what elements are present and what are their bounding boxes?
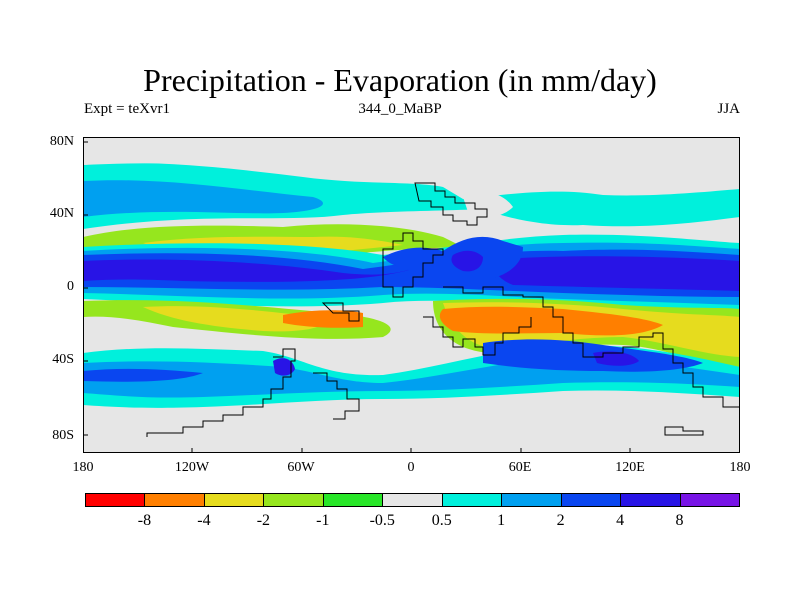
colorbar-label: 1 [497,512,506,529]
north-asia-dry [463,192,513,218]
y-tick-0: 0 [67,279,74,294]
x-tick-0: 0 [407,460,415,475]
colorbar-label: 0.5 [431,512,452,529]
antarctica-dry [83,409,740,453]
map-ticks [83,141,631,453]
colorbar-label: -4 [197,512,211,529]
coastlines [146,182,740,437]
y-tick-80n: 80N [49,134,74,149]
colorbar-box [560,493,622,507]
colorbar-label: -8 [137,512,152,529]
y-tick-80s: 80S [52,428,74,443]
x-tick-120e: 120E [615,460,645,475]
colorbar-box [679,493,740,507]
colorbar-label: -2 [256,512,271,529]
colorbar-box [85,493,146,507]
southern-deep-blue [83,339,703,382]
x-tick-120w: 120W [174,460,210,475]
colorbar-label: 4 [616,512,625,529]
colorbar-label: 2 [556,512,565,529]
x-tick-60w: 60W [287,460,315,475]
season-label: JJA [717,101,740,117]
colorbar-box [501,493,562,507]
colorbar-label: -1 [316,512,330,529]
colorbar-box [322,493,384,507]
tropical-land-purple [451,250,483,272]
south-subtropic-orange [283,306,663,336]
colorbar-box [382,493,443,507]
itcz-core [83,256,740,291]
colorbar-box [263,493,324,507]
map-title: Precipitation - Evaporation (in mm/day) [143,62,657,98]
x-tick-180e: 180 [729,460,751,475]
colorbar-label: 8 [675,512,684,529]
pe-map [83,137,740,453]
y-tick-40s: 40S [52,352,74,367]
x-tick-180w: 180 [72,460,94,475]
y-tick-40n: 40N [49,206,74,221]
arctic-dry [83,137,740,167]
southern-purple-spot [273,351,639,376]
period-label: 344_0_MaBP [358,101,442,117]
colorbar-box [441,493,503,507]
colorbar-label: -0.5 [369,512,395,529]
experiment-label: Expt = teXvr1 [84,101,170,117]
colorbar-box [620,493,681,507]
x-tick-60e: 60E [508,460,532,475]
northern-blue-band [83,180,323,217]
colorbar-box [203,493,265,507]
colorbar-box [144,493,205,507]
